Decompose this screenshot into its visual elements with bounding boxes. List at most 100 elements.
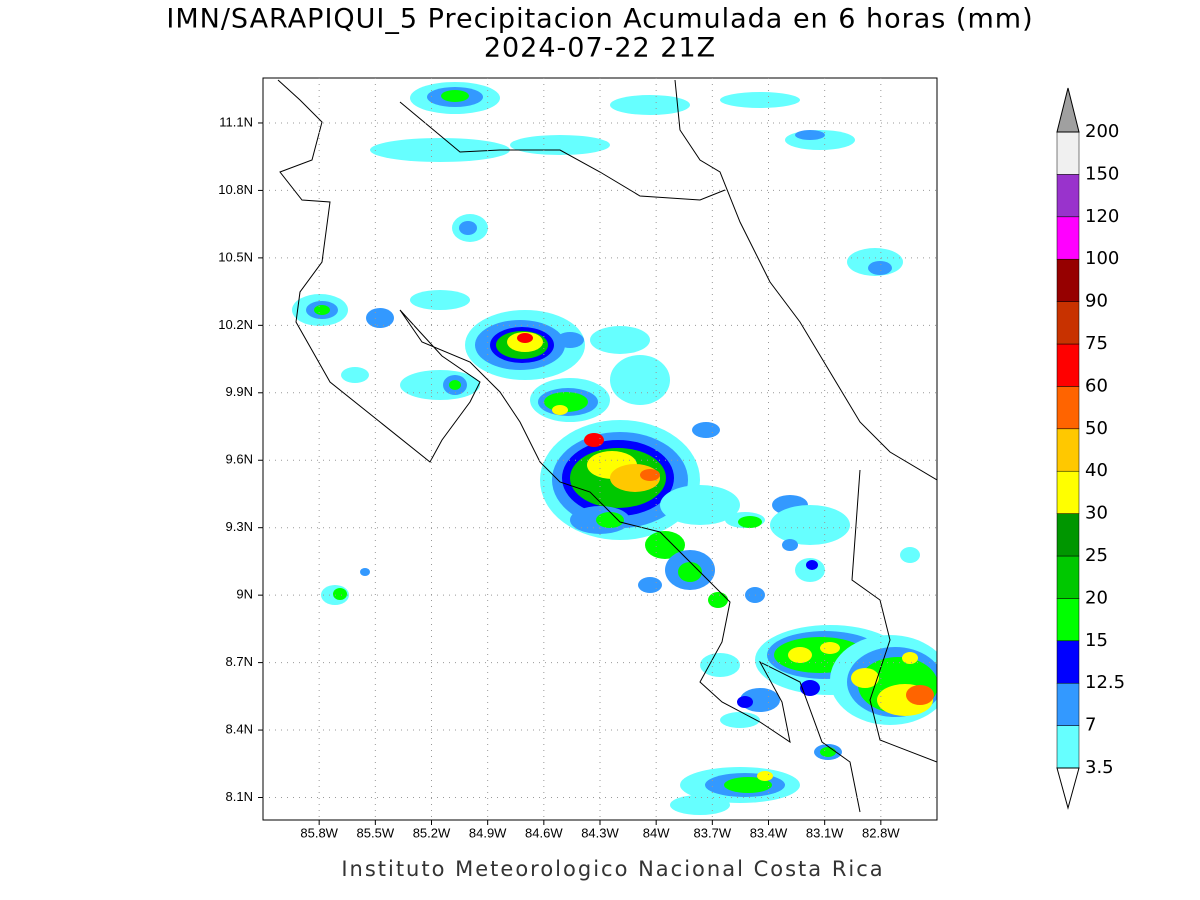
colorbar-box [1056,131,1080,175]
precip-cell [333,588,347,600]
y-tick-label: 10.2N [218,317,253,332]
precip-cell [640,469,660,481]
precip-cell [410,290,470,310]
precip-cell [902,652,918,664]
x-tick-label: 84W [643,825,670,840]
colorbar-box [1056,682,1080,726]
precip-cell [510,135,610,155]
precip-cell [906,685,934,705]
precip-cell [670,795,730,815]
x-tick-label: 85.8W [300,825,338,840]
precip-cell [596,512,624,528]
precip-cell [552,405,568,415]
y-tick-label: 9N [236,587,253,602]
x-tick-label: 83.4W [750,825,788,840]
precip-cell [556,332,584,348]
colorbar-over [1056,87,1080,133]
colorbar-label: 120 [1085,206,1119,227]
colorbar-box [1056,343,1080,387]
x-tick-label: 83.7W [694,825,732,840]
colorbar-box [1056,513,1080,557]
precip-cell [724,777,772,793]
title: IMN/SARAPIQUI_5 Precipitacion Acumulada … [166,4,1033,35]
precip-cell [737,696,753,708]
y-tick-label: 8.4N [226,721,253,736]
precip-cell [820,642,840,654]
precip-cell [517,333,533,343]
colorbar-label: 40 [1085,460,1108,481]
x-tick-label: 84.6W [525,825,563,840]
y-tick-label: 8.7N [226,654,253,669]
precip-cell [314,305,330,315]
colorbar-box [1056,301,1080,345]
precip-cell [341,367,369,383]
precip-cell [449,380,461,390]
precip-cell [459,221,477,235]
precip-cell [645,531,685,559]
precip-cell [720,712,760,728]
colorbar-label: 25 [1085,545,1108,566]
precip-cell [851,668,879,688]
precip-cell [370,138,510,162]
y-tick-label: 8.1N [226,789,253,804]
subtitle: 2024-07-22 21Z [484,33,716,64]
precip-cell [795,130,825,140]
colorbar-box [1056,555,1080,599]
caribbean-coast [674,79,937,481]
colorbar-box [1056,725,1080,769]
precip-cell [366,308,394,328]
colorbar-label: 100 [1085,248,1119,269]
precip-cell [900,547,920,563]
precip-cell [610,355,670,405]
precip-cell [788,647,812,663]
colorbar-label: 60 [1085,375,1108,396]
colorbar-label: 30 [1085,503,1108,524]
colorbar-label: 75 [1085,333,1108,354]
precip-cell [584,433,604,447]
y-tick-label: 11.1N [219,114,253,129]
precip-cell [441,90,469,102]
precipitation-field [292,82,937,815]
colorbar-label: 7 [1085,715,1096,736]
x-tick-label: 85.5W [357,825,395,840]
precip-cell [400,370,480,400]
colorbar-label: 3.5 [1085,757,1114,778]
colorbar-label: 200 [1085,121,1119,142]
precip-cell [610,95,690,115]
y-tick-label: 9.3N [226,519,253,534]
colorbar-box [1056,428,1080,472]
colorbar-label: 20 [1085,587,1108,608]
y-tick-label: 9.6N [226,452,253,467]
precip-cell [757,771,773,781]
x-tick-label: 84.9W [469,825,507,840]
colorbar-label: 15 [1085,630,1108,651]
colorbar-box [1056,216,1080,260]
precip-cell [360,568,370,576]
y-tick-label: 10.8N [218,182,253,197]
colorbar-label: 150 [1085,163,1119,184]
x-tick-label: 83.1W [806,825,844,840]
colorbar-box [1056,640,1080,684]
y-tick-label: 9.9N [226,384,253,399]
colorbar-label: 90 [1085,291,1108,312]
precip-cell [820,747,836,757]
footer: Instituto Meteorologico Nacional Costa R… [341,857,884,881]
colorbar-box [1056,470,1080,514]
colorbar-label: 12.5 [1085,672,1125,693]
precip-cell [782,539,798,551]
precip-cell [700,653,740,677]
precip-cell [708,592,728,608]
precip-cell [868,261,892,275]
x-tick-label: 84.3W [581,825,619,840]
x-tick-label: 85.2W [413,825,451,840]
precip-cell [660,485,740,525]
x-tick-label: 82.8W [862,825,900,840]
colorbar-box [1056,386,1080,430]
coastlines [277,79,937,813]
precip-cell [738,516,762,528]
y-tick-label: 10.5N [218,249,253,264]
colorbar-box [1056,174,1080,218]
colorbar-box [1056,258,1080,302]
